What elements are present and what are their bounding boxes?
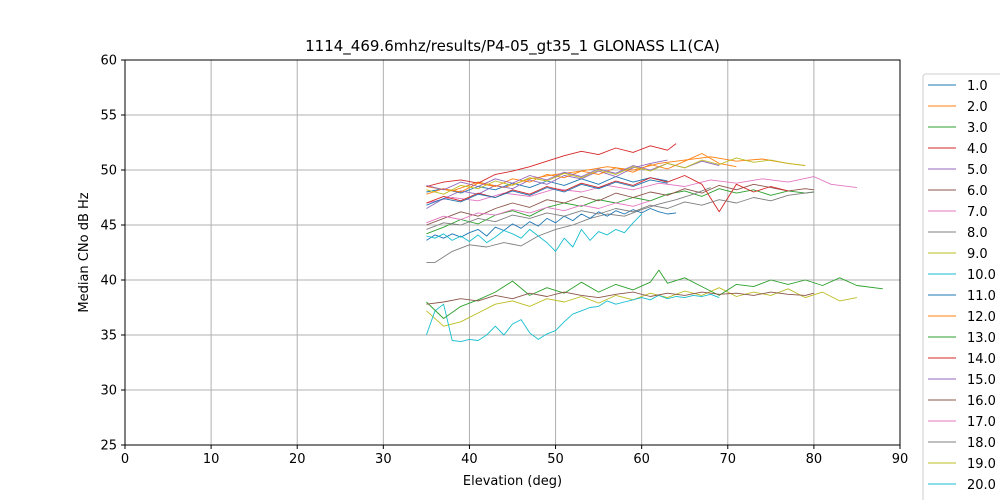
x-tick-label: 80 [806,452,823,467]
legend-entry-label: 13.0 [967,331,996,346]
y-axis-label: Median CNo dB Hz [77,192,92,312]
legend-entry-label: 14.0 [967,352,996,367]
x-axis-label: Elevation (deg) [463,474,562,489]
legend-entry-label: 7.0 [967,205,988,220]
series-line-20.0 [426,213,643,252]
series-line-13.0 [426,269,883,319]
x-tick-label: 40 [461,452,478,467]
legend-entry-label: 16.0 [967,394,996,409]
y-axis-ticks: 25 30 35 40 45 50 55 60 [100,54,125,454]
x-tick-label: 90 [892,452,909,467]
series-line-6.0 [426,183,814,226]
series-line-21.0 [426,179,668,206]
y-tick-label: 30 [100,384,117,399]
y-tick-label: 45 [100,219,117,234]
legend-entry-label: 2.0 [967,100,988,115]
legend-entry-label: 18.0 [967,436,996,451]
series-line-2.0 [426,156,806,192]
x-tick-label: 50 [547,452,564,467]
legend-entry-label: 20.0 [967,478,996,493]
x-tick-label: 0 [121,452,129,467]
series-group [425,143,883,343]
series-line-11.0 [426,208,677,241]
y-tick-label: 55 [100,109,117,124]
y-tick-label: 60 [100,54,117,69]
y-tick-label: 25 [100,439,117,454]
legend-box [922,73,1000,500]
x-tick-label: 60 [633,452,650,467]
y-tick-label: 50 [100,164,117,179]
series-line-9.0 [426,287,857,327]
series-line-8.0 [426,187,711,263]
legend-entry-label: 12.0 [967,310,996,325]
legend-entry-label: 15.0 [967,373,996,388]
legend: 1.0 2.0 3.0 4.0 5.0 6.0 7.0 8.0 9.0 10.0 11.0 12.0 1… [922,73,1000,500]
legend-entry-label: 1.0 [967,79,988,94]
x-tick-label: 10 [203,452,220,467]
series-line-19.0 [426,157,806,195]
chart-title: 1114_469.6mhz/results/P4-05_gt35_1 GLONA… [305,37,720,56]
x-axis-ticks: 0 10 20 30 40 50 60 70 80 90 [121,445,908,467]
legend-entry-label: 10.0 [967,268,996,283]
legend-entry-label: 17.0 [967,415,996,430]
legend-entry-label: 11.0 [967,289,996,304]
grid [124,59,901,446]
series-line-10.0 [425,293,720,343]
legend-entry-label: 9.0 [967,247,988,262]
legend-entry-label: 4.0 [967,142,988,157]
legend-entry-label: 19.0 [967,457,996,472]
legend-entry-label: 3.0 [967,121,988,136]
x-tick-label: 70 [720,452,737,467]
series-line-7.0 [426,176,857,204]
y-tick-label: 40 [100,274,117,289]
series-line-18.0 [426,191,814,230]
series-line-4.0 [426,143,677,187]
series-line-12.0 [426,153,737,195]
series-line-17.0 [426,200,651,224]
y-tick-label: 35 [100,329,117,344]
legend-entry-label: 8.0 [967,226,988,241]
plot-frame [124,59,901,446]
legend-entry-label: 6.0 [967,184,988,199]
legend-entry-label: 5.0 [967,163,988,178]
x-tick-label: 20 [289,452,306,467]
x-tick-label: 30 [375,452,392,467]
series-line-16.0 [426,291,815,305]
series-line-14.0 [426,175,789,213]
